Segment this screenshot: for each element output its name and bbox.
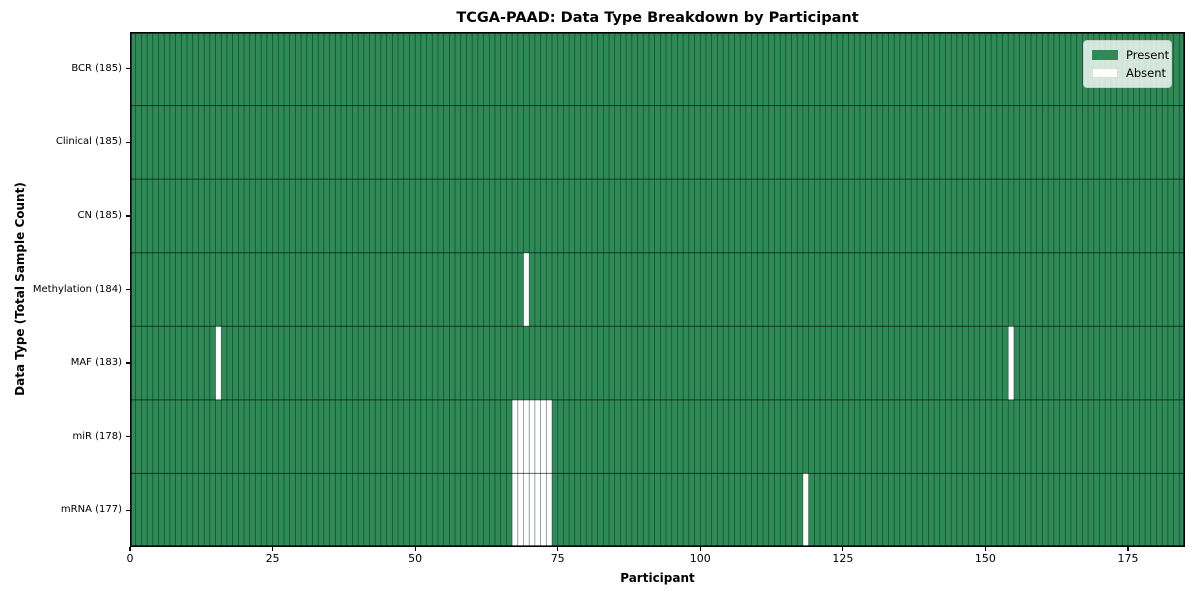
- x-tick-label-150: 150: [974, 552, 996, 565]
- absent-cell-miR-68: [517, 399, 524, 474]
- plot-area: [130, 32, 1185, 547]
- x-tick-label-100: 100: [689, 552, 711, 565]
- x-tick-mark: [557, 547, 559, 551]
- y-tick-mark: [126, 288, 130, 291]
- x-tick-label-50: 50: [408, 552, 423, 565]
- y-tick-label-BCR: BCR (185): [71, 62, 122, 74]
- absent-cell-mRNA-118: [802, 473, 809, 547]
- plot-border: [130, 32, 1185, 547]
- y-tick-label-CN: CN (185): [77, 209, 122, 221]
- x-tick-label-75: 75: [550, 552, 565, 565]
- absent-cell-miR-67: [512, 399, 518, 474]
- legend-item-present: Present: [1092, 47, 1169, 62]
- absent-cell-mRNA-67: [512, 473, 518, 547]
- x-tick-label-0: 0: [126, 552, 134, 565]
- x-tick-mark: [414, 547, 416, 551]
- absent-cell-mRNA-70: [529, 473, 535, 547]
- x-tick-mark: [129, 547, 131, 551]
- chart-title: TCGA-PAAD: Data Type Breakdown by Partic…: [456, 10, 859, 26]
- absent-cell-mRNA-73: [546, 473, 552, 547]
- y-tick-label-Clinical: Clinical (185): [55, 136, 122, 148]
- x-tick-label-25: 25: [265, 552, 280, 565]
- x-tick-mark: [984, 547, 986, 551]
- absent-cell-MAF-154: [1008, 326, 1014, 400]
- legend-label-absent: Absent: [1126, 65, 1167, 80]
- y-tick-mark: [126, 362, 130, 364]
- absent-cell-mRNA-68: [517, 473, 524, 547]
- y-tick-label-miR: miR (178): [72, 430, 122, 442]
- y-tick-mark: [126, 141, 130, 143]
- x-tick-label-125: 125: [832, 552, 854, 565]
- present-cells: [130, 32, 1185, 547]
- absent-cell-mRNA-71: [534, 473, 541, 547]
- legend-item-absent: Absent: [1092, 65, 1167, 80]
- y-tick-mark: [126, 68, 130, 70]
- x-tick-mark: [1127, 547, 1129, 551]
- absent-cell-mRNA-72: [540, 473, 547, 547]
- absent-cell-miR-69: [523, 399, 530, 474]
- absent-swatch: [1092, 67, 1118, 78]
- legend-label-present: Present: [1126, 47, 1170, 62]
- absent-cell-Methylation-69: [523, 252, 530, 327]
- y-tick-label-mRNA: mRNA (177): [60, 504, 122, 516]
- x-axis-label: Participant: [620, 571, 695, 585]
- y-tick-mark: [126, 509, 130, 511]
- absent-cell-mRNA-69: [523, 473, 530, 547]
- y-tick-mark: [126, 215, 130, 217]
- absent-cell-miR-71: [534, 399, 541, 474]
- legend: Present Absent: [1083, 40, 1172, 88]
- absent-cell-miR-70: [529, 399, 535, 474]
- presence-heatmap: [130, 32, 1185, 547]
- x-tick-mark: [271, 547, 274, 551]
- present-swatch: [1092, 49, 1118, 60]
- x-tick-mark: [842, 547, 844, 551]
- x-tick-mark: [699, 547, 701, 551]
- absent-cell-miR-72: [540, 399, 547, 474]
- absent-cell-MAF-15: [215, 326, 222, 400]
- y-tick-label-Methylation: Methylation (184): [32, 283, 122, 295]
- y-tick-label-MAF: MAF (183): [70, 357, 122, 369]
- y-tick-mark: [126, 436, 130, 438]
- absent-cell-miR-73: [546, 399, 552, 474]
- x-tick-label-175: 175: [1117, 552, 1139, 565]
